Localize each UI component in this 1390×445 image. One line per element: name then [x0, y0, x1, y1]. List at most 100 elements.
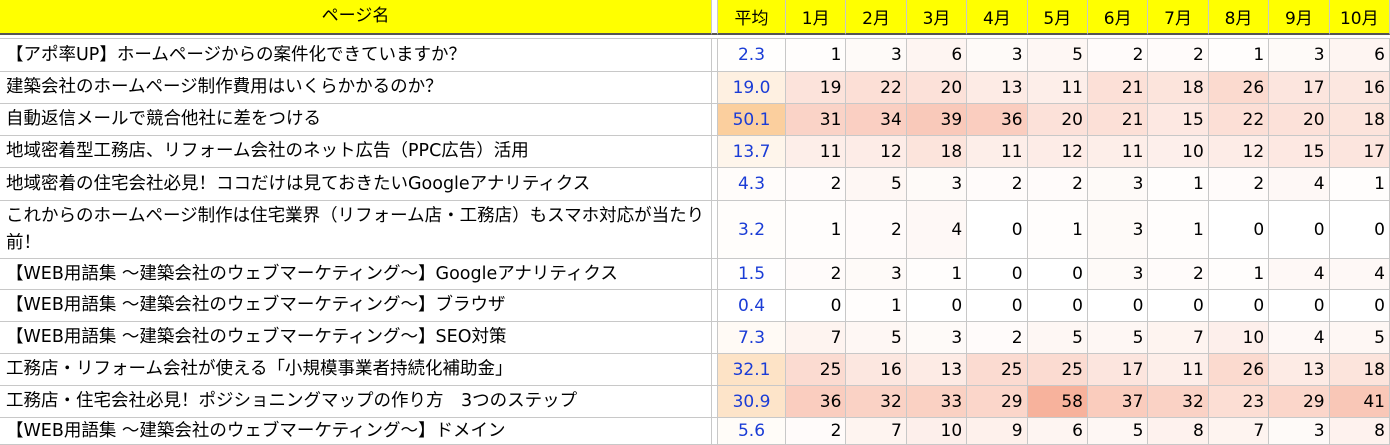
month-value-cell[interactable]: 0: [1148, 290, 1209, 322]
month-value-cell[interactable]: 6: [1027, 418, 1088, 445]
page-name-cell[interactable]: 建築会社のホームページ制作費用はいくらかかるのか？: [0, 72, 712, 104]
month-value-cell[interactable]: 0: [1088, 290, 1149, 322]
month-value-cell[interactable]: 0: [1269, 290, 1330, 322]
month-value-cell[interactable]: 5: [846, 168, 907, 201]
month-value-cell[interactable]: 2: [1208, 168, 1270, 201]
month-value-cell[interactable]: 5: [1027, 39, 1088, 72]
month-value-cell[interactable]: 4: [906, 201, 968, 259]
average-cell[interactable]: 50.1: [718, 104, 786, 136]
month-value-cell[interactable]: 31: [786, 104, 847, 136]
month-value-cell[interactable]: 21: [1088, 72, 1149, 104]
month-value-cell[interactable]: 15: [1269, 136, 1330, 168]
month-value-cell[interactable]: 2: [1148, 259, 1209, 290]
month-value-cell[interactable]: 18: [1329, 354, 1390, 386]
month-value-cell[interactable]: 2: [786, 168, 847, 201]
month-value-cell[interactable]: 25: [967, 354, 1028, 386]
month-value-cell[interactable]: 5: [1088, 418, 1149, 445]
page-name-cell[interactable]: 【WEB用語集 ～建築会社のウェブマーケティング～】ドメイン: [0, 418, 712, 445]
month-value-cell[interactable]: 8: [1329, 418, 1390, 445]
month-value-cell[interactable]: 20: [1027, 104, 1088, 136]
month-value-cell[interactable]: 25: [1027, 354, 1088, 386]
month-value-cell[interactable]: 7: [1208, 418, 1270, 445]
month-value-cell[interactable]: 11: [1148, 354, 1209, 386]
month-value-cell[interactable]: 36: [967, 104, 1028, 136]
month-value-cell[interactable]: 0: [906, 290, 968, 322]
month-value-cell[interactable]: 9: [967, 418, 1028, 445]
month-value-cell[interactable]: 22: [846, 72, 907, 104]
month-value-cell[interactable]: 0: [967, 290, 1028, 322]
page-name-cell[interactable]: 【WEB用語集 ～建築会社のウェブマーケティング～】Googleアナリティクス: [0, 259, 712, 290]
page-name-cell[interactable]: 工務店・リフォーム会社が使える「小規模事業者持続化補助金」: [0, 354, 712, 386]
average-cell[interactable]: 7.3: [718, 322, 786, 354]
page-name-cell[interactable]: 地域密着型工務店、リフォーム会社のネット広告（PPC広告）活用: [0, 136, 712, 168]
month-value-cell[interactable]: 26: [1208, 72, 1270, 104]
month-value-cell[interactable]: 1: [1148, 201, 1209, 259]
month-value-cell[interactable]: 1: [786, 39, 847, 72]
average-cell[interactable]: 30.9: [718, 386, 786, 418]
header-month-6[interactable]: 6月: [1088, 0, 1149, 35]
month-value-cell[interactable]: 2: [1088, 39, 1149, 72]
average-cell[interactable]: 32.1: [718, 354, 786, 386]
header-page-name[interactable]: ページ名: [0, 0, 712, 35]
month-value-cell[interactable]: 16: [1329, 72, 1390, 104]
month-value-cell[interactable]: 11: [967, 136, 1028, 168]
average-cell[interactable]: 0.4: [718, 290, 786, 322]
page-name-cell[interactable]: 自動返信メールで競合他社に差をつける: [0, 104, 712, 136]
month-value-cell[interactable]: 13: [1269, 354, 1330, 386]
month-value-cell[interactable]: 6: [906, 39, 968, 72]
header-month-8[interactable]: 8月: [1208, 0, 1270, 35]
month-value-cell[interactable]: 0: [786, 290, 847, 322]
header-month-3[interactable]: 3月: [906, 0, 968, 35]
month-value-cell[interactable]: 10: [906, 418, 968, 445]
header-month-9[interactable]: 9月: [1269, 0, 1330, 35]
month-value-cell[interactable]: 4: [1329, 259, 1390, 290]
month-value-cell[interactable]: 2: [1027, 168, 1088, 201]
month-value-cell[interactable]: 7: [1148, 322, 1209, 354]
month-value-cell[interactable]: 10: [1208, 322, 1270, 354]
month-value-cell[interactable]: 34: [846, 104, 907, 136]
month-value-cell[interactable]: 3: [846, 259, 907, 290]
month-value-cell[interactable]: 1: [1027, 201, 1088, 259]
page-name-cell[interactable]: 工務店・住宅会社必見！ポジショニングマップの作り方 3つのステップ: [0, 386, 712, 418]
month-value-cell[interactable]: 2: [786, 259, 847, 290]
month-value-cell[interactable]: 13: [967, 72, 1028, 104]
month-value-cell[interactable]: 1: [1208, 39, 1270, 72]
month-value-cell[interactable]: 2: [967, 168, 1028, 201]
month-value-cell[interactable]: 17: [1269, 72, 1330, 104]
header-month-10[interactable]: 10月: [1329, 0, 1390, 35]
month-value-cell[interactable]: 32: [1148, 386, 1209, 418]
month-value-cell[interactable]: 18: [906, 136, 968, 168]
month-value-cell[interactable]: 4: [1269, 168, 1330, 201]
month-value-cell[interactable]: 5: [1088, 322, 1149, 354]
month-value-cell[interactable]: 0: [1269, 201, 1330, 259]
month-value-cell[interactable]: 18: [1329, 104, 1390, 136]
month-value-cell[interactable]: 1: [846, 290, 907, 322]
month-value-cell[interactable]: 11: [786, 136, 847, 168]
month-value-cell[interactable]: 22: [1208, 104, 1270, 136]
month-value-cell[interactable]: 15: [1148, 104, 1209, 136]
month-value-cell[interactable]: 1: [906, 259, 968, 290]
month-value-cell[interactable]: 3: [906, 322, 968, 354]
page-name-cell[interactable]: これからのホームページ制作は住宅業界（リフォーム店・工務店）もスマホ対応が当たり…: [0, 201, 712, 259]
month-value-cell[interactable]: 13: [906, 354, 968, 386]
month-value-cell[interactable]: 3: [1088, 201, 1149, 259]
header-month-5[interactable]: 5月: [1027, 0, 1088, 35]
average-cell[interactable]: 3.2: [718, 201, 786, 259]
header-month-1[interactable]: 1月: [786, 0, 847, 35]
header-month-2[interactable]: 2月: [846, 0, 907, 35]
average-cell[interactable]: 1.5: [718, 259, 786, 290]
month-value-cell[interactable]: 12: [1027, 136, 1088, 168]
month-value-cell[interactable]: 32: [846, 386, 907, 418]
header-month-7[interactable]: 7月: [1148, 0, 1209, 35]
average-cell[interactable]: 13.7: [718, 136, 786, 168]
month-value-cell[interactable]: 0: [1329, 290, 1390, 322]
month-value-cell[interactable]: 11: [1088, 136, 1149, 168]
month-value-cell[interactable]: 58: [1027, 386, 1088, 418]
month-value-cell[interactable]: 1: [1148, 168, 1209, 201]
month-value-cell[interactable]: 6: [1329, 39, 1390, 72]
average-cell[interactable]: 2.3: [718, 39, 786, 72]
month-value-cell[interactable]: 3: [1269, 418, 1330, 445]
month-value-cell[interactable]: 5: [1329, 322, 1390, 354]
month-value-cell[interactable]: 25: [786, 354, 847, 386]
average-cell[interactable]: 4.3: [718, 168, 786, 201]
